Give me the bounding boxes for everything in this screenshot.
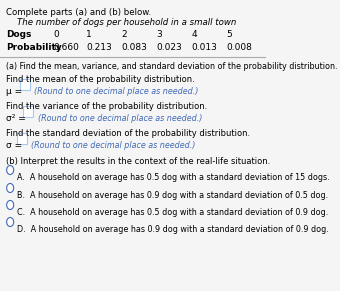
Text: (Round to one decimal place as needed.): (Round to one decimal place as needed.) <box>31 141 196 150</box>
Circle shape <box>7 184 14 193</box>
Text: 0.660: 0.660 <box>53 43 79 52</box>
Text: 1: 1 <box>86 30 92 39</box>
Text: Probability: Probability <box>6 43 62 52</box>
Circle shape <box>7 166 14 175</box>
Text: 0.023: 0.023 <box>156 43 182 52</box>
Text: σ² =: σ² = <box>6 114 29 123</box>
FancyBboxPatch shape <box>20 79 30 90</box>
Text: 4: 4 <box>191 30 197 39</box>
Text: Find the variance of the probability distribution.: Find the variance of the probability dis… <box>6 102 207 111</box>
Text: 5: 5 <box>227 30 233 39</box>
Circle shape <box>7 217 14 226</box>
Text: μ =: μ = <box>6 87 25 96</box>
Text: The number of dogs per household in a small town: The number of dogs per household in a sm… <box>17 18 237 27</box>
Text: Dogs: Dogs <box>6 30 32 39</box>
Text: B.  A household on average has 0.9 dog with a standard deviation of 0.5 dog.: B. A household on average has 0.9 dog wi… <box>17 191 328 200</box>
Text: (a) Find the mean, variance, and standard deviation of the probability distribut: (a) Find the mean, variance, and standar… <box>6 62 338 71</box>
Text: σ =: σ = <box>6 141 25 150</box>
Text: (b) Interpret the results in the context of the real-life situation.: (b) Interpret the results in the context… <box>6 157 271 166</box>
Text: 3: 3 <box>156 30 162 39</box>
Text: 0.013: 0.013 <box>191 43 217 52</box>
Text: C.  A household on average has 0.5 dog with a standard deviation of 0.9 dog.: C. A household on average has 0.5 dog wi… <box>17 208 328 217</box>
FancyBboxPatch shape <box>23 106 33 116</box>
Text: 0: 0 <box>53 30 59 39</box>
Text: A.  A household on average has 0.5 dog with a standard deviation of 15 dogs.: A. A household on average has 0.5 dog wi… <box>17 173 330 182</box>
Circle shape <box>7 200 14 210</box>
Text: 0.083: 0.083 <box>121 43 147 52</box>
Text: 2: 2 <box>121 30 127 39</box>
Text: Find the standard deviation of the probability distribution.: Find the standard deviation of the proba… <box>6 129 250 138</box>
Text: Find the mean of the probability distribution.: Find the mean of the probability distrib… <box>6 75 195 84</box>
Text: Complete parts (a) and (b) below.: Complete parts (a) and (b) below. <box>6 8 151 17</box>
Text: D.  A household on average has 0.9 dog with a standard deviation of 0.9 dog.: D. A household on average has 0.9 dog wi… <box>17 225 329 234</box>
Text: 0.213: 0.213 <box>86 43 112 52</box>
Text: (Round to one decimal place as needed.): (Round to one decimal place as needed.) <box>37 114 202 123</box>
Text: (Round to one decimal place as needed.): (Round to one decimal place as needed.) <box>34 87 199 96</box>
Text: 0.008: 0.008 <box>227 43 253 52</box>
FancyBboxPatch shape <box>17 132 27 143</box>
